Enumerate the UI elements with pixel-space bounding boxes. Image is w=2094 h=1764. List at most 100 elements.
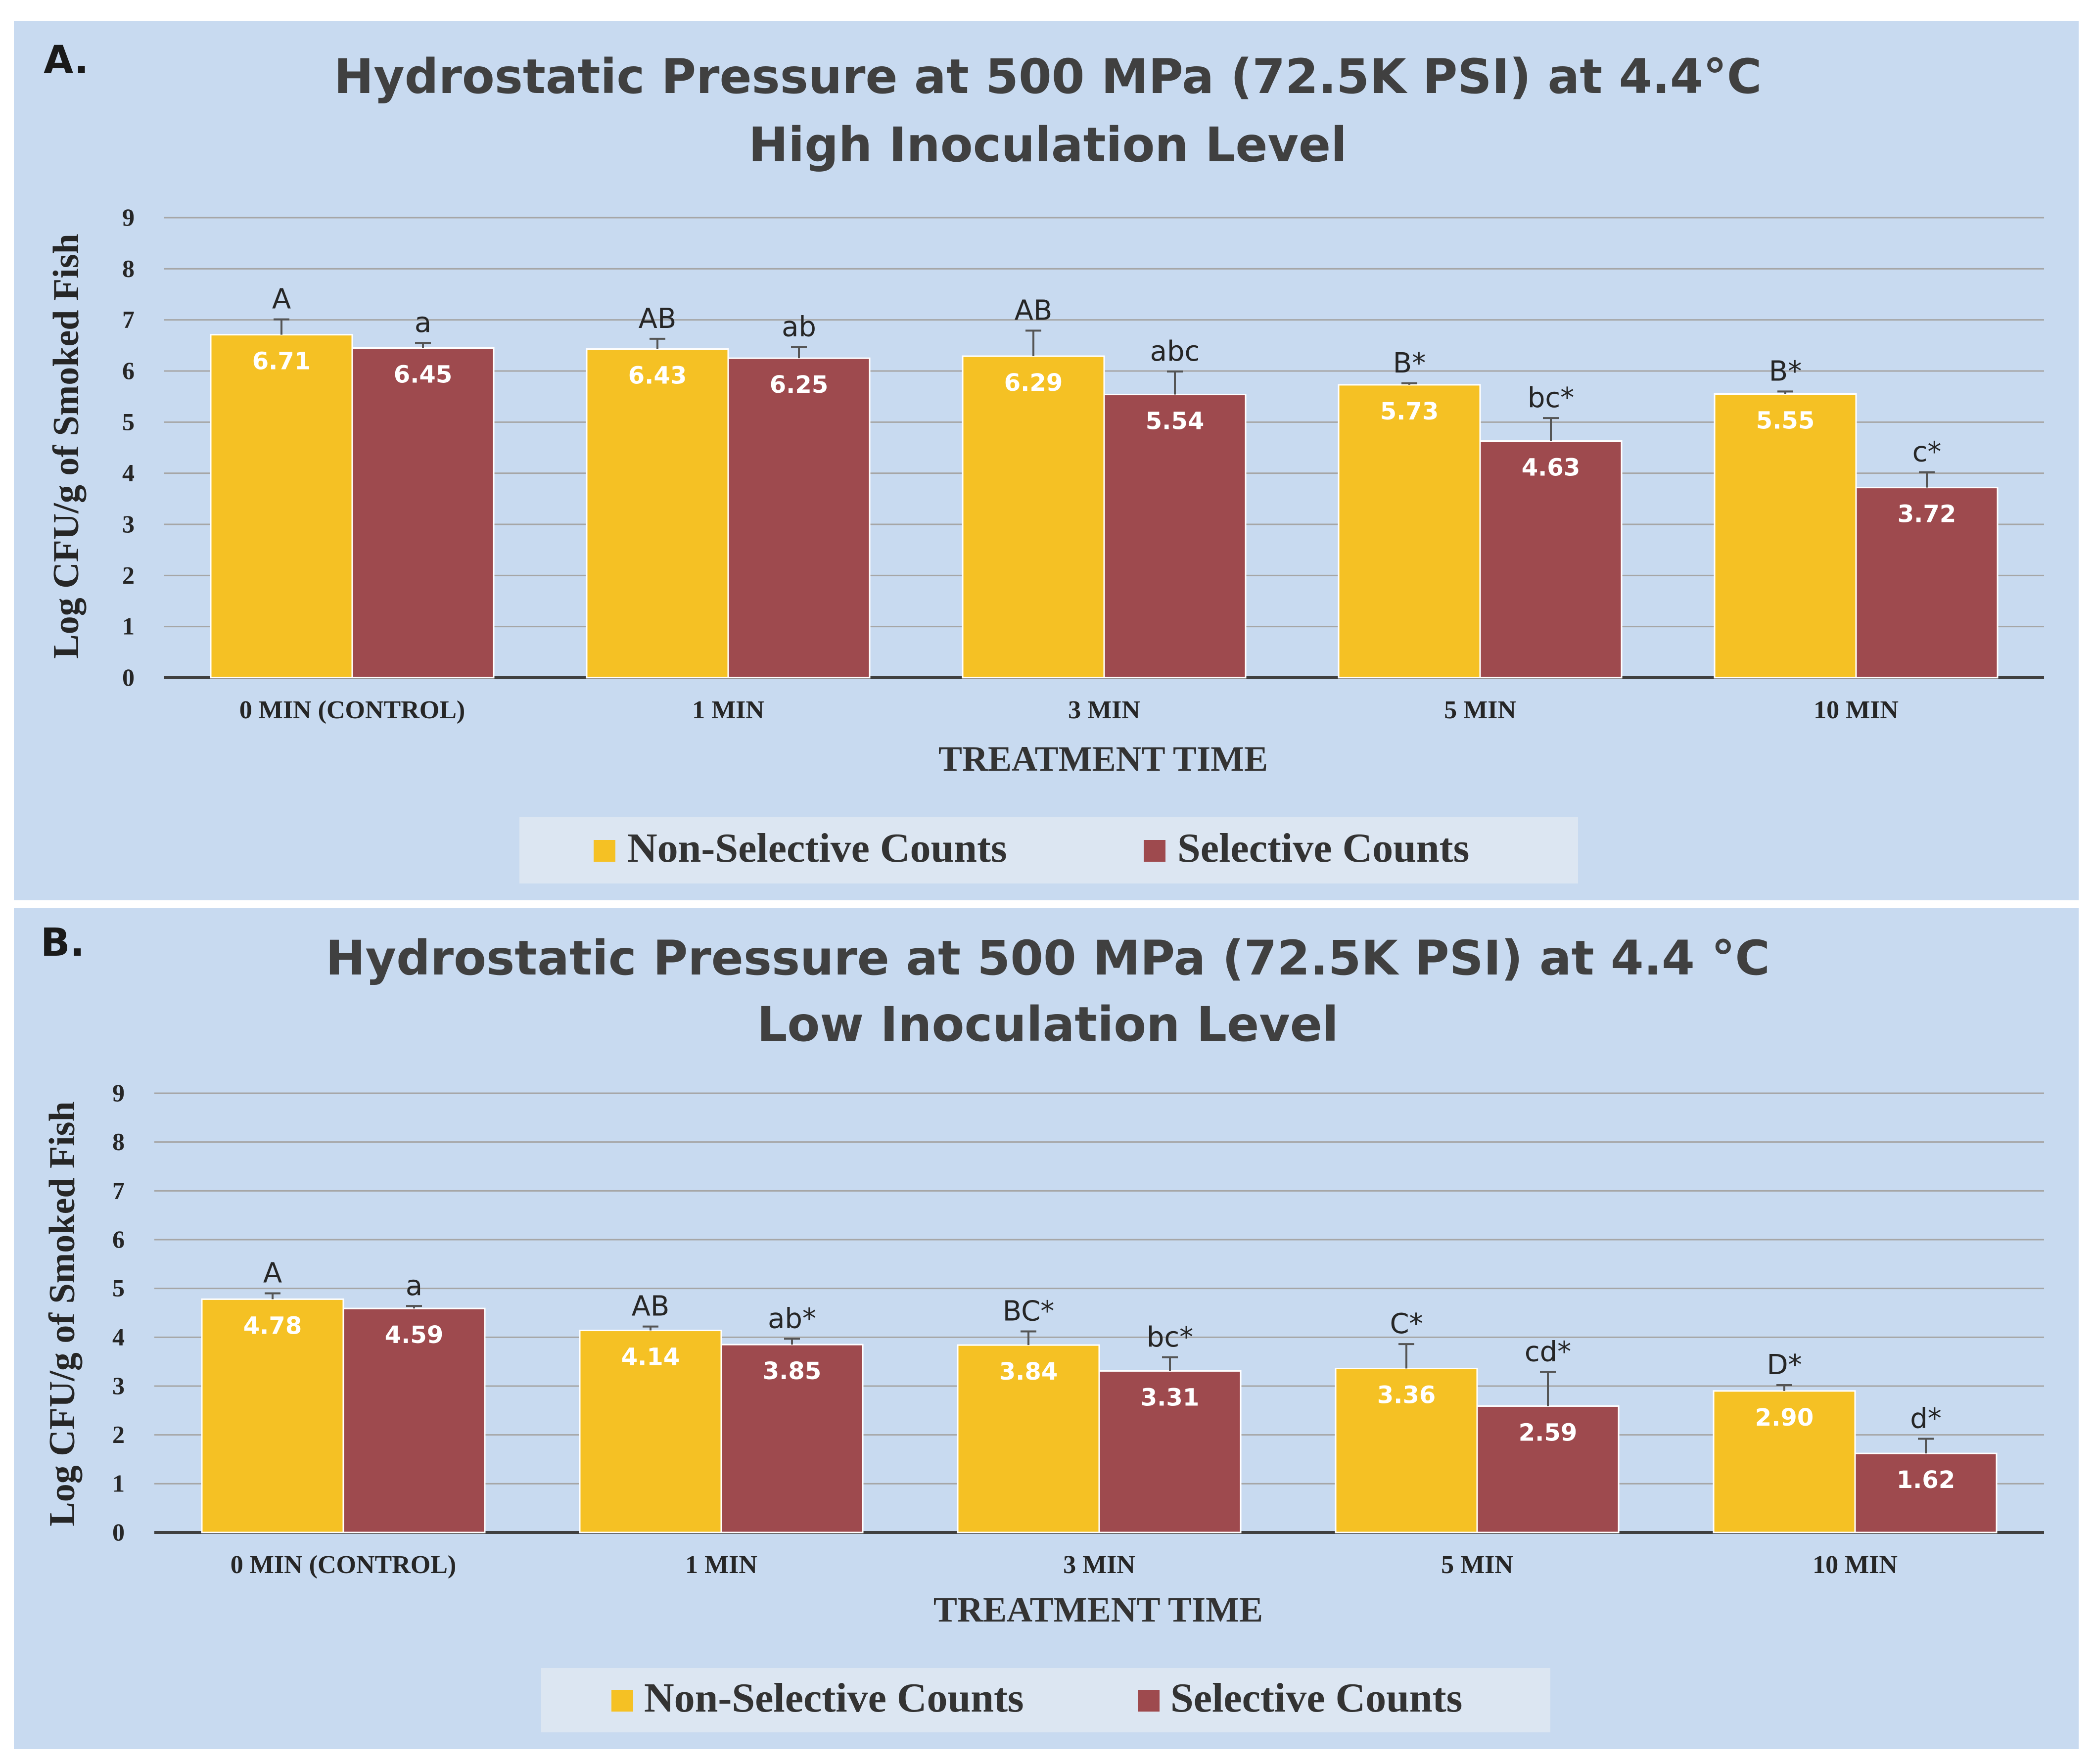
panel-a-y-tick-label: 3	[122, 510, 135, 538]
panel-b-y-tick-label: 5	[112, 1274, 125, 1302]
panel-a-y-tick-label: 9	[122, 203, 135, 231]
panel-a-bar-selective	[1103, 394, 1247, 679]
panel-a-y-tick-label: 4	[122, 459, 135, 487]
panel-a-bar-non-selective	[210, 334, 353, 679]
panel-b-value-label-non-selective: 4.14	[621, 1344, 680, 1371]
panel-b-y-tick-label: 9	[112, 1079, 125, 1107]
panel-a-bar-selective	[1855, 487, 1999, 679]
panel-a-bar-non-selective	[962, 355, 1105, 679]
panel-b-y-axis-label: Log CFU/g of Smoked Fish	[42, 1101, 83, 1526]
panel-a-significance-letter-selective: a	[415, 307, 431, 339]
panel-a-value-label-selective: 4.63	[1522, 454, 1580, 482]
panel-a-category-label: 0 MIN (CONTROL)	[239, 696, 465, 724]
panel-a-label: A.	[44, 38, 89, 83]
panel-a-legend-swatch-selective	[1144, 840, 1165, 862]
panel-a-category-label: 3 MIN	[1068, 696, 1140, 724]
panel-a-y-tick-label: 1	[122, 612, 135, 640]
panel-b-category-label: 10 MIN	[1813, 1551, 1898, 1579]
panel-a-x-axis-label: TREATMENT TIME	[938, 739, 1268, 779]
panel-b-significance-letter-selective: bc*	[1147, 1321, 1193, 1353]
panel-b-value-label-selective: 1.62	[1897, 1466, 1955, 1494]
panel-a-category-label: 5 MIN	[1444, 696, 1516, 724]
panel-b-y-tick-label: 2	[112, 1421, 125, 1448]
panel-a-value-label-selective: 6.25	[770, 371, 828, 399]
panel-b-category-label: 5 MIN	[1441, 1551, 1513, 1579]
panel-a-value-label-non-selective: 6.29	[1004, 369, 1063, 397]
panel-a-plot: 0 1 2 3 4 5 6 7 8 9 6.71 A 6.45 a 0 MIN (CONTROL) 6.43 A…	[122, 203, 2044, 724]
panel-a-y-tick-label: 7	[122, 306, 135, 333]
panel-a-bar-non-selective	[1714, 393, 1857, 679]
panel-b-bar-non-selective	[957, 1344, 1100, 1533]
panel-b-title-line1: Hydrostatic Pressure at 500 MPa (72.5K P…	[326, 930, 1770, 986]
panel-b-legend-selective: Selective Counts	[1170, 1675, 1462, 1721]
panel-b-y-tick-label: 3	[112, 1372, 125, 1399]
panel-b-value-label-non-selective: 3.36	[1377, 1381, 1436, 1409]
panel-b-legend-swatch-selective	[1138, 1690, 1160, 1712]
panel-a-bar-non-selective	[1338, 384, 1481, 679]
panel-a-y-axis-label: Log CFU/g of Smoked Fish	[46, 233, 87, 658]
panel-b-y-tick-label: 6	[112, 1225, 125, 1253]
panel-b-legend-non-selective: Non-Selective Counts	[644, 1675, 1024, 1721]
panel-a-significance-letter-selective: abc	[1150, 335, 1200, 368]
panel-a-bar-non-selective	[586, 348, 729, 679]
panel-a-value-label-non-selective: 5.55	[1756, 407, 1815, 435]
panel-b-value-label-non-selective: 2.90	[1755, 1404, 1814, 1432]
panel-a-bar-selective	[727, 357, 871, 679]
panel-b-value-label-selective: 4.59	[385, 1321, 443, 1349]
panel-a-significance-letter-non-selective: B*	[1769, 355, 1802, 387]
panel-b-value-label-selective: 3.31	[1141, 1384, 1199, 1411]
panel-a-value-label-selective: 5.54	[1146, 408, 1204, 435]
panel-a-y-tick-label: 2	[122, 561, 135, 589]
panel-a-legend-non-selective: Non-Selective Counts	[627, 825, 1007, 871]
panel-a-value-label-non-selective: 5.73	[1380, 398, 1439, 425]
panel-a-significance-letter-selective: c*	[1912, 436, 1942, 468]
panel-a-significance-letter-non-selective: AB	[639, 303, 677, 335]
panel-b-value-label-non-selective: 4.78	[243, 1312, 302, 1340]
panel-a-title-line1: Hydrostatic Pressure at 500 MPa (72.5K P…	[334, 49, 1762, 104]
panel-a-category-label: 1 MIN	[692, 696, 764, 724]
panel-b-y-tick-label: 1	[112, 1469, 125, 1497]
panel-b-bar-non-selective	[579, 1330, 722, 1533]
panel-a-y-tick-label: 0	[122, 663, 135, 691]
panel-b-significance-letter-selective: ab*	[768, 1302, 816, 1335]
panel-b-y-tick-label: 8	[112, 1128, 125, 1156]
panel-b-significance-letter-selective: d*	[1910, 1403, 1942, 1435]
panel-a-bar-selective	[1479, 440, 1623, 679]
panel-b-category-label: 0 MIN (CONTROL)	[231, 1551, 456, 1579]
panel-a-significance-letter-selective: ab	[782, 311, 816, 343]
panel-a-value-label-selective: 3.72	[1898, 501, 1956, 528]
panel-b-plot: 0 1 2 3 4 5 6 7 8 9 4.78 A 4.59 a 0 MIN (CONTROL) 4.14 A…	[112, 1079, 2044, 1579]
panel-a-category-label: 10 MIN	[1814, 696, 1899, 724]
panel-a-legend-box	[519, 817, 1578, 883]
panel-a-y-tick-label: 6	[122, 357, 135, 384]
panel-a-title-line2: High Inoculation Level	[748, 117, 1347, 173]
panel-a-significance-letter-non-selective: A	[272, 283, 291, 316]
panel-a-significance-letter-selective: bc*	[1528, 382, 1574, 414]
panel-b-title-line2: Low Inoculation Level	[757, 997, 1339, 1052]
panel-b-significance-letter-selective: a	[406, 1270, 422, 1302]
panel-b-y-tick-label: 4	[112, 1323, 125, 1350]
panel-b-value-label-selective: 2.59	[1519, 1419, 1577, 1446]
panel-a-y-tick-label: 5	[122, 408, 135, 435]
panel-b-value-label-non-selective: 3.84	[999, 1358, 1058, 1386]
panel-b-bar-non-selective	[1335, 1367, 1478, 1533]
panel-a-legend-selective: Selective Counts	[1177, 825, 1469, 871]
panel-a-bar-selective	[351, 347, 495, 679]
panel-a-value-label-non-selective: 6.43	[628, 362, 687, 390]
panel-b-bar-selective	[342, 1307, 486, 1533]
panel-a-value-label-non-selective: 6.71	[252, 348, 311, 375]
panel-b-x-axis-label: TREATMENT TIME	[933, 1590, 1263, 1629]
panel-a-significance-letter-non-selective: AB	[1015, 294, 1053, 326]
panel-b-legend-swatch-non-selective	[611, 1690, 633, 1712]
panel-b-y-tick-label: 0	[112, 1518, 125, 1546]
panel-b-legend-box	[541, 1668, 1550, 1732]
panel-b-significance-letter-non-selective: D*	[1767, 1349, 1802, 1381]
panel-b-bar-selective	[1476, 1405, 1620, 1533]
panel-b-category-label: 1 MIN	[685, 1551, 757, 1579]
panel-b-value-label-selective: 3.85	[763, 1357, 821, 1385]
panel-a-legend-swatch-non-selective	[594, 840, 615, 862]
panel-a-significance-letter-non-selective: B*	[1393, 347, 1426, 379]
panel-b-label: B.	[41, 921, 85, 965]
panel-b-significance-letter-selective: cd*	[1525, 1336, 1571, 1368]
